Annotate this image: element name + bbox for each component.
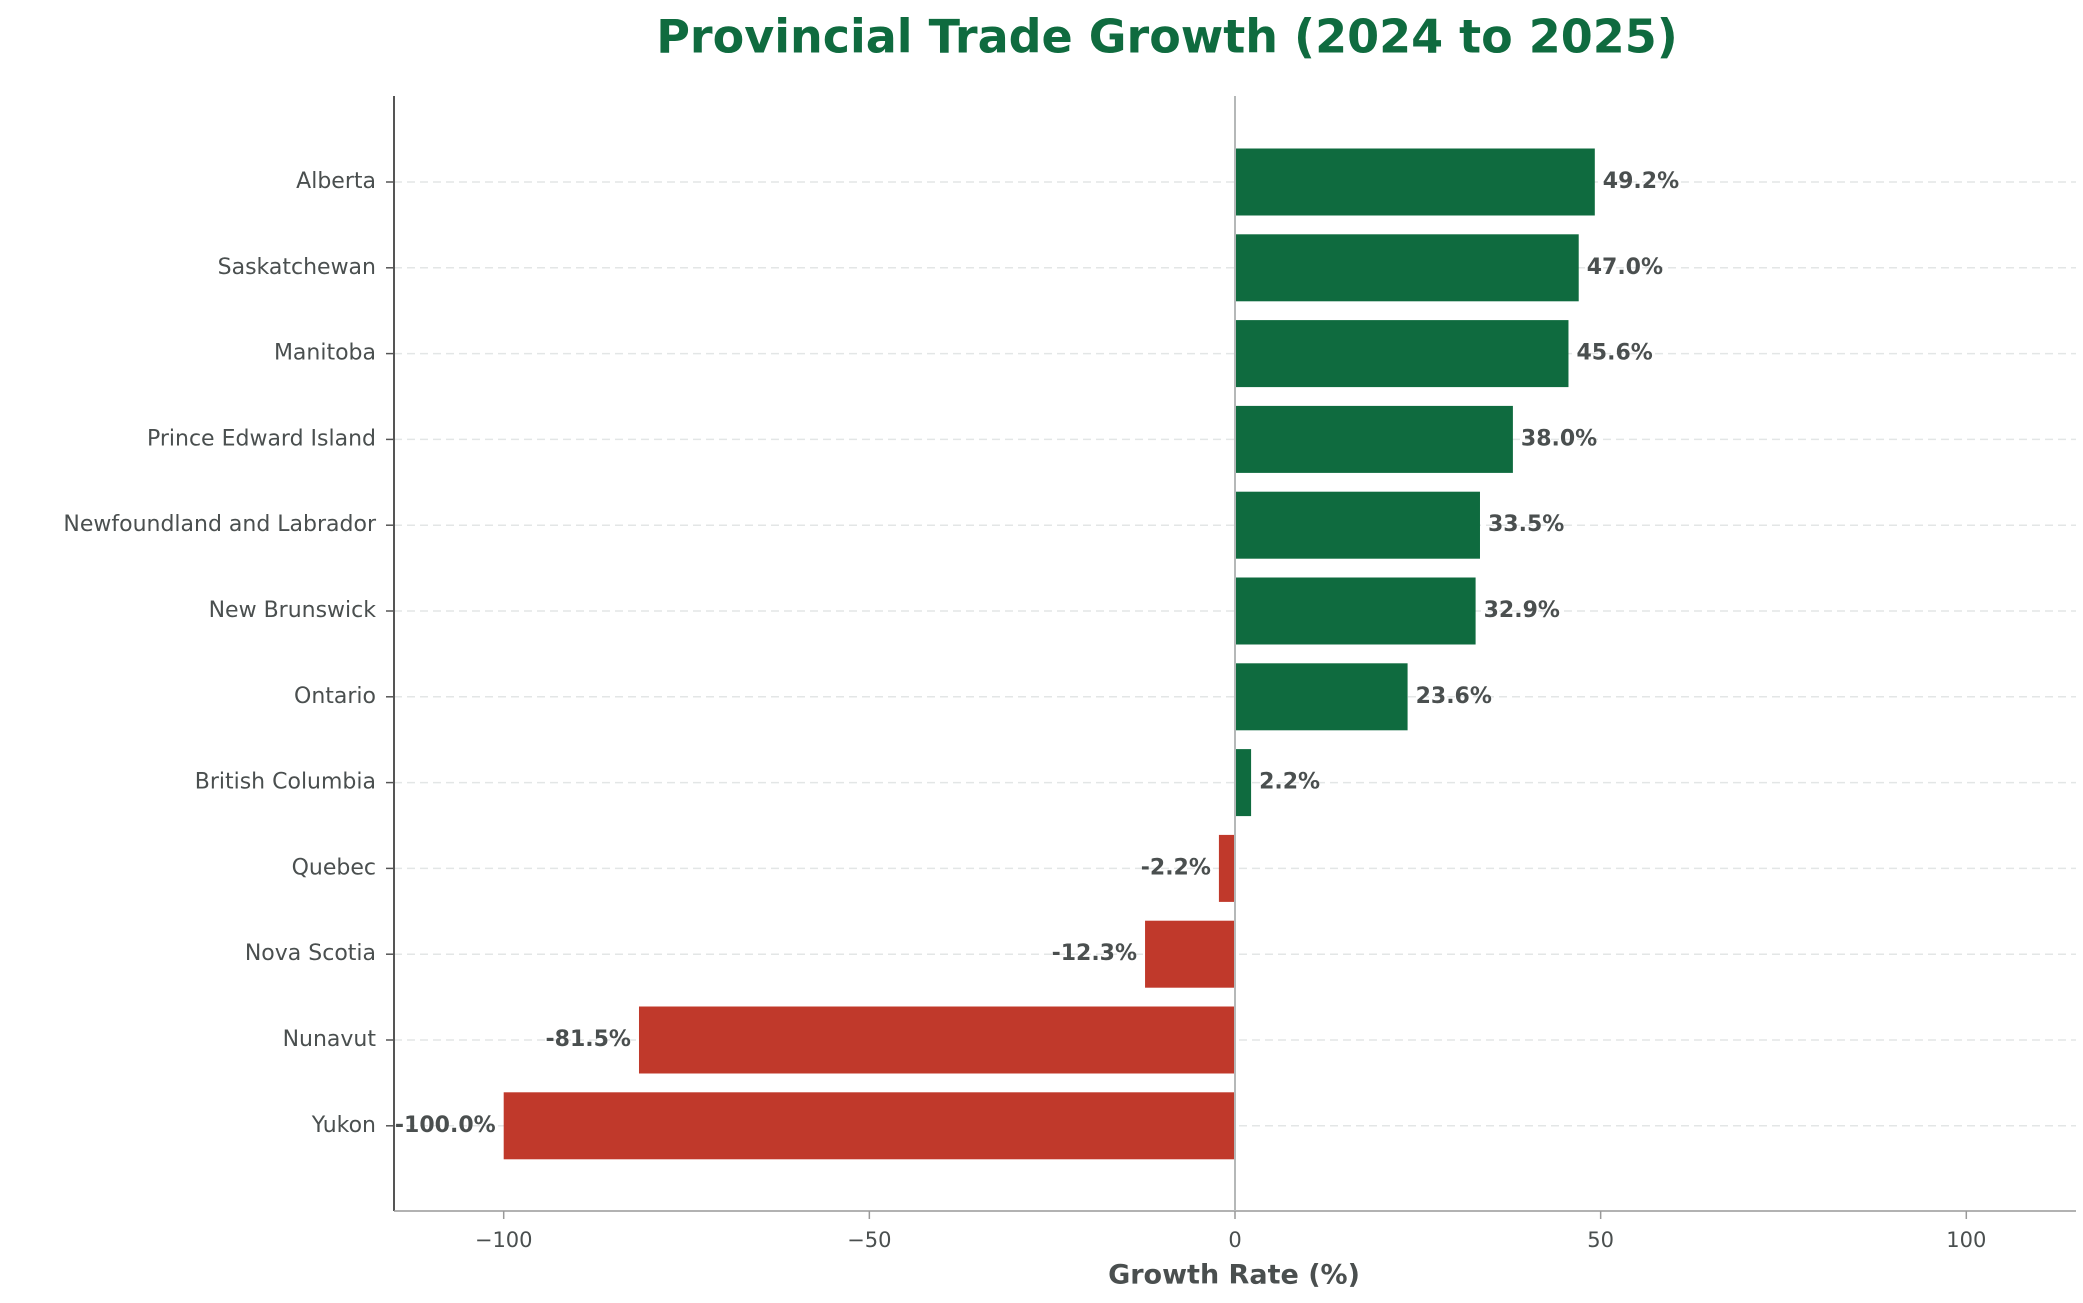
value-label: 45.6% <box>1576 341 1652 366</box>
value-label: 47.0% <box>1587 255 1663 280</box>
y-tick-label: Newfoundland and Labrador <box>63 512 377 537</box>
y-tick-label: Manitoba <box>274 341 376 366</box>
x-tick-label: 50 <box>1587 1228 1614 1252</box>
bar <box>1235 234 1579 302</box>
bar <box>503 1092 1235 1160</box>
value-label: 33.5% <box>1488 512 1564 537</box>
value-label: -12.3% <box>1052 941 1137 966</box>
bar <box>1235 663 1408 731</box>
x-axis-label: Growth Rate (%) <box>1108 1260 1360 1291</box>
y-tick-label: Prince Edward Island <box>147 426 376 451</box>
y-tick-label: Saskatchewan <box>218 255 376 280</box>
bar <box>638 1006 1235 1074</box>
y-tick-label: Yukon <box>311 1113 376 1138</box>
y-tick-label: Ontario <box>294 684 376 709</box>
x-tick-label: −50 <box>847 1228 891 1252</box>
x-tick-label: 100 <box>1946 1228 1986 1252</box>
y-tick-label: Nova Scotia <box>245 941 376 966</box>
bar <box>1235 491 1480 559</box>
value-label: 38.0% <box>1521 426 1597 451</box>
bar <box>1145 920 1235 988</box>
y-tick-label: British Columbia <box>195 770 376 795</box>
x-tick-label: −100 <box>475 1228 533 1252</box>
y-tick-label: Nunavut <box>283 1027 377 1052</box>
value-label: 49.2% <box>1603 169 1679 194</box>
bar <box>1235 405 1513 473</box>
value-label: 32.9% <box>1484 598 1560 623</box>
y-tick-label: New Brunswick <box>209 598 377 623</box>
value-label: -81.5% <box>546 1027 631 1052</box>
bar <box>1235 577 1476 645</box>
value-label: -2.2% <box>1141 855 1211 880</box>
y-tick-label: Quebec <box>292 855 376 880</box>
value-label: 23.6% <box>1416 684 1492 709</box>
y-tick-label: Alberta <box>296 169 376 194</box>
value-label: -100.0% <box>395 1113 496 1138</box>
x-tick-label: 0 <box>1228 1228 1241 1252</box>
value-label: 2.2% <box>1259 770 1320 795</box>
bar <box>1218 834 1235 902</box>
chart-title: Provincial Trade Growth (2024 to 2025) <box>656 10 1678 64</box>
bar <box>1235 148 1595 216</box>
bar <box>1235 320 1569 388</box>
bar <box>1235 749 1252 817</box>
